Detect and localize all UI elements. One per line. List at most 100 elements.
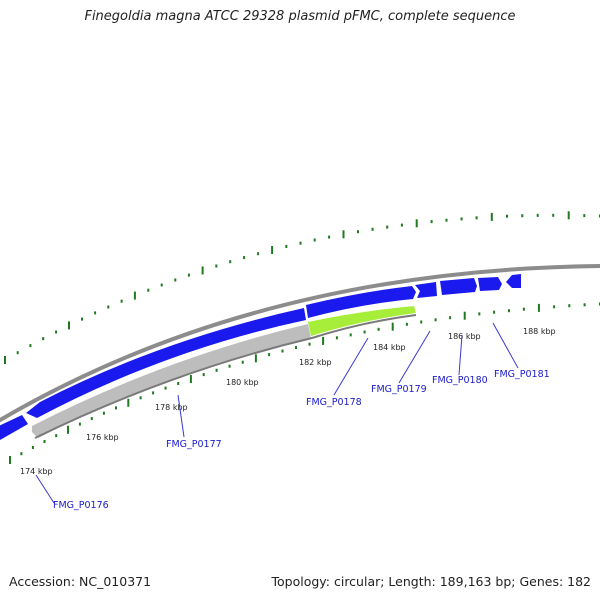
minor-tick bbox=[553, 305, 556, 309]
callout-line bbox=[333, 337, 369, 396]
minor-tick bbox=[174, 278, 177, 282]
map-title: Finegoldia magna ATCC 29328 plasmid pFMC… bbox=[84, 9, 516, 24]
minor-tick bbox=[42, 337, 45, 341]
minor-tick bbox=[281, 349, 284, 353]
minor-tick bbox=[81, 317, 83, 321]
minor-tick bbox=[478, 312, 481, 316]
inner-scale-ring bbox=[9, 302, 600, 464]
gene-label[interactable]: FMG_P0181 bbox=[494, 369, 550, 380]
gene-arrow-forward[interactable] bbox=[440, 278, 477, 295]
major-tick bbox=[271, 246, 274, 254]
major-tick bbox=[254, 354, 257, 363]
callout-line bbox=[177, 394, 185, 438]
gene-arrow-forward[interactable] bbox=[478, 277, 502, 291]
gene-arrow-forward[interactable] bbox=[506, 274, 521, 288]
gene-callouts bbox=[35, 322, 519, 504]
minor-tick bbox=[357, 230, 359, 234]
minor-tick bbox=[16, 351, 19, 355]
minor-tick bbox=[94, 311, 97, 315]
gene-arrow-forward[interactable] bbox=[0, 415, 28, 444]
minor-tick bbox=[164, 386, 167, 390]
minor-tick bbox=[55, 330, 58, 334]
tick-label: 176 kbp bbox=[86, 433, 119, 442]
minor-tick bbox=[536, 213, 539, 217]
gene-arrow-reverse[interactable] bbox=[32, 324, 311, 438]
minor-tick bbox=[475, 216, 478, 220]
minor-tick bbox=[386, 225, 389, 229]
minor-tick bbox=[160, 283, 163, 287]
minor-tick bbox=[43, 440, 46, 443]
tick-label: 178 kbp bbox=[155, 403, 188, 412]
minor-tick bbox=[493, 310, 496, 314]
gene-arrow-forward[interactable] bbox=[415, 282, 437, 298]
minor-tick bbox=[152, 391, 155, 395]
minor-tick bbox=[460, 217, 463, 221]
tick-label: 186 kbp bbox=[448, 332, 481, 341]
major-tick bbox=[537, 303, 540, 312]
gene-label[interactable]: FMG_P0177 bbox=[166, 439, 222, 450]
reverse-strand-edge bbox=[34, 314, 417, 439]
minor-tick bbox=[583, 214, 586, 218]
tick-label: 180 kbp bbox=[226, 378, 259, 387]
minor-tick bbox=[434, 318, 437, 322]
minor-tick bbox=[120, 299, 123, 303]
minor-tick bbox=[228, 364, 231, 368]
tick-label: 182 kbp bbox=[299, 358, 332, 367]
backbone-circle bbox=[0, 264, 600, 423]
minor-tick bbox=[400, 223, 403, 227]
major-tick bbox=[4, 356, 6, 364]
minor-tick bbox=[187, 273, 190, 277]
minor-tick bbox=[29, 344, 32, 348]
tick-label: 188 kbp bbox=[523, 327, 556, 336]
minor-tick bbox=[295, 346, 297, 349]
gene-arrow-forward[interactable] bbox=[306, 286, 416, 318]
minor-tick bbox=[552, 213, 555, 217]
outer-scale-ring bbox=[4, 211, 600, 364]
minor-tick bbox=[107, 305, 110, 309]
minor-tick bbox=[257, 252, 260, 256]
minor-tick bbox=[328, 235, 331, 239]
major-tick bbox=[189, 375, 192, 383]
major-tick bbox=[415, 219, 418, 228]
minor-tick bbox=[55, 434, 58, 438]
minor-tick bbox=[445, 218, 448, 222]
major-tick bbox=[67, 425, 69, 434]
major-tick bbox=[463, 311, 466, 320]
minor-tick bbox=[229, 260, 232, 264]
minor-tick bbox=[371, 227, 374, 231]
gene-labels: FMG_P0176 FMG_P0177 FMG_P0178 FMG_P0179 FMG_… bbox=[53, 369, 550, 511]
minor-tick bbox=[507, 309, 510, 313]
minor-tick bbox=[115, 406, 117, 410]
minor-tick bbox=[308, 342, 311, 346]
gene-arrow-selected[interactable] bbox=[308, 306, 416, 336]
minor-tick bbox=[147, 288, 150, 292]
gene-label[interactable]: FMG_P0179 bbox=[371, 384, 427, 395]
callout-line bbox=[458, 334, 463, 376]
major-tick bbox=[68, 321, 70, 330]
minor-tick bbox=[521, 214, 524, 218]
gene-arrow-forward[interactable] bbox=[26, 308, 306, 418]
callout-line bbox=[35, 474, 55, 504]
minor-tick bbox=[241, 360, 244, 364]
gene-label[interactable]: FMG_P0180 bbox=[432, 375, 488, 386]
minor-tick bbox=[405, 322, 408, 326]
gene-label[interactable]: FMG_P0176 bbox=[53, 500, 109, 511]
minor-tick bbox=[177, 382, 180, 385]
minor-tick bbox=[349, 333, 352, 337]
major-tick bbox=[9, 456, 11, 464]
major-tick bbox=[342, 230, 345, 239]
minor-tick bbox=[78, 422, 81, 426]
gene-label[interactable]: FMG_P0178 bbox=[306, 397, 362, 408]
minor-tick bbox=[285, 245, 288, 248]
minor-tick bbox=[215, 368, 218, 372]
topology-summary: Topology: circular; Length: 189,163 bp; … bbox=[271, 574, 592, 589]
callout-line bbox=[492, 322, 519, 369]
minor-tick bbox=[215, 264, 218, 268]
minor-tick bbox=[420, 320, 423, 324]
minor-tick bbox=[377, 327, 380, 331]
minor-tick bbox=[139, 396, 142, 400]
minor-tick bbox=[522, 307, 525, 311]
minor-tick bbox=[313, 238, 316, 242]
major-tick bbox=[201, 266, 204, 275]
minor-tick bbox=[335, 336, 338, 340]
